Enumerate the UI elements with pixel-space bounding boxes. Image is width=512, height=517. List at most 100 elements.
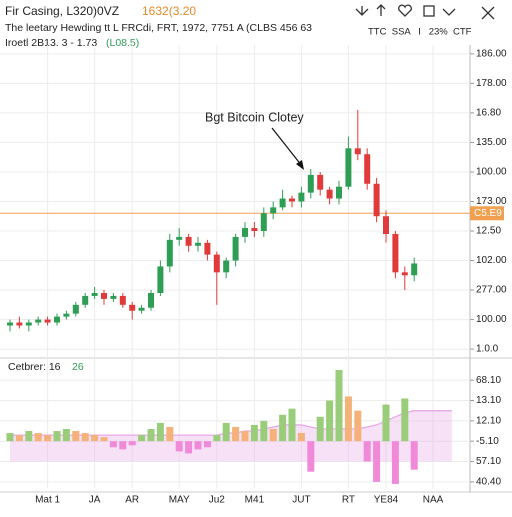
candle-body xyxy=(411,263,418,276)
oscillator-bar xyxy=(138,435,146,442)
icon-favorite[interactable] xyxy=(398,4,412,17)
oscillator-bar xyxy=(44,435,52,442)
icon-settings[interactable] xyxy=(355,6,369,16)
oscillator-bar xyxy=(81,433,89,442)
candle-body xyxy=(157,266,164,293)
oscillator-bar xyxy=(91,435,99,442)
y-tick-label: -5.10 xyxy=(476,436,499,447)
oscillator-bar xyxy=(363,441,371,462)
oscillator-bar xyxy=(166,426,174,442)
toolbar-icons[interactable] xyxy=(355,4,495,20)
candle-body xyxy=(44,319,51,323)
candle-body xyxy=(336,186,342,199)
icon-layout[interactable] xyxy=(423,5,435,17)
oscillator-bar xyxy=(185,441,193,454)
candle-body xyxy=(383,216,389,234)
y-tick-label: 178.00 xyxy=(476,78,507,89)
candle-body xyxy=(148,293,154,308)
oscillator-bar xyxy=(326,400,334,442)
oscillator-bar xyxy=(194,441,202,450)
oscillator-bar xyxy=(72,431,80,442)
candle-body xyxy=(260,213,267,231)
oscillator-bar xyxy=(232,426,240,442)
oscillator-bar xyxy=(203,441,211,448)
oscillator-bar xyxy=(119,441,127,450)
candle-body xyxy=(232,236,239,261)
candle-body xyxy=(195,242,201,246)
oscillator-bar xyxy=(213,435,221,442)
oscillator-bar xyxy=(297,433,305,442)
candle-body xyxy=(72,304,79,314)
candle-body xyxy=(176,236,183,240)
oscillator-bar xyxy=(316,416,324,442)
icon-close[interactable] xyxy=(481,6,495,20)
oscillator-bar xyxy=(288,408,296,442)
oscillator-bar xyxy=(25,431,33,442)
candle-body xyxy=(7,322,13,326)
oscillator-bar xyxy=(260,420,268,442)
candle-body xyxy=(401,272,408,276)
y-tick-label: 12.50 xyxy=(476,226,501,237)
oscillator-bar xyxy=(401,398,409,442)
info-change: (L08.5) xyxy=(106,37,139,49)
oscillator-bar xyxy=(373,441,381,482)
candle-body xyxy=(82,295,89,305)
plot: Mat 1 JA AR MAY Ju2 M41 JUT RT YE84 NAA 186.00 178.… xyxy=(0,45,507,506)
candle-body xyxy=(317,174,324,190)
oscillator-bar xyxy=(147,429,155,442)
oscillator-bar xyxy=(6,433,14,442)
oscillator-bar xyxy=(175,441,183,452)
y-tick-label: 12.10 xyxy=(476,416,501,427)
candle-body xyxy=(91,293,98,296)
y-tick-label: 277.00 xyxy=(476,285,507,296)
toolbar-labels: TTC SSA I 23% CTF xyxy=(368,27,472,38)
x-tick-label: MAY xyxy=(169,495,190,506)
candle-body xyxy=(129,304,136,311)
x-tick-label: JUT xyxy=(292,495,310,506)
candle-body xyxy=(166,239,173,267)
candle-body xyxy=(289,198,295,202)
oscillator-bar xyxy=(279,414,287,442)
x-tick-label: M41 xyxy=(245,495,265,506)
candle-body xyxy=(373,183,380,217)
candle-body xyxy=(298,192,305,202)
candle-body xyxy=(354,148,361,155)
oscillator-bar xyxy=(307,441,315,472)
y-tick-label: 135.00 xyxy=(476,137,507,148)
candle-body xyxy=(101,293,107,299)
y-tick-label: 100.00 xyxy=(476,314,507,325)
oscillator-bar xyxy=(241,431,249,442)
oscillator-name: Cetbrer: 16 xyxy=(8,361,61,373)
y-tick-label: 57.10 xyxy=(476,456,501,467)
candle-body xyxy=(345,148,352,187)
x-tick-label: Ju2 xyxy=(209,495,226,506)
candle-body xyxy=(307,174,314,193)
y-tick-label: 102.00 xyxy=(476,255,507,266)
y-tick-label: 186.00 xyxy=(476,48,507,59)
candle-body xyxy=(138,307,145,311)
subtitle: The leetary Hewding tt L FRCdi, FRT, 197… xyxy=(5,22,312,34)
icon-share[interactable] xyxy=(376,4,386,16)
oscillator-bar xyxy=(250,424,258,442)
icon-expand[interactable] xyxy=(442,8,456,16)
candle-body xyxy=(54,316,60,323)
candle-body xyxy=(364,154,371,184)
y-tick-label: 40.40 xyxy=(476,477,501,488)
oscillator-bar xyxy=(410,441,418,470)
candle-body xyxy=(16,322,23,326)
y-tick-label: 68.10 xyxy=(476,375,501,386)
annotation: Bgt Bitcoin Clotey xyxy=(205,110,304,124)
oscillator-bar xyxy=(222,422,230,442)
oscillator-bar xyxy=(100,437,108,442)
annotation-arrowhead xyxy=(296,160,304,170)
oscillator-bar xyxy=(34,433,42,442)
price-tag-label: C5.E9 xyxy=(474,208,502,219)
oscillator-bar xyxy=(335,370,343,442)
candle-body xyxy=(270,207,277,214)
y-tick-label: 16.80 xyxy=(476,108,501,119)
candle-body xyxy=(242,228,248,237)
candle-body xyxy=(279,198,286,208)
x-tick-label: Mat 1 xyxy=(35,495,60,506)
oscillator-bar xyxy=(128,441,136,446)
x-tick-label: JA xyxy=(89,495,101,506)
